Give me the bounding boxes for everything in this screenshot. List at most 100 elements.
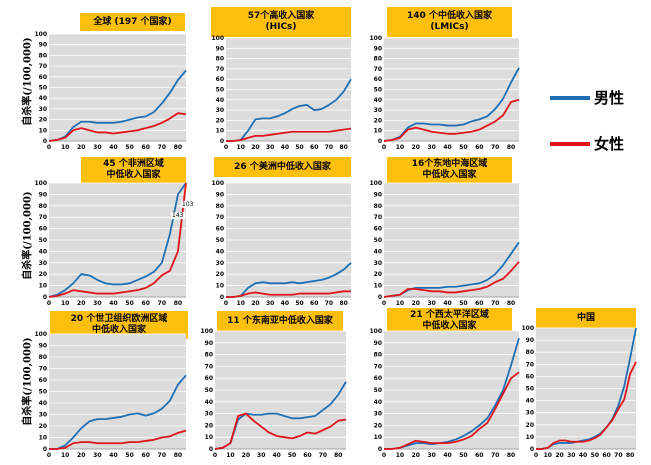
y-tick-label: 100 [369,328,382,335]
chart-title: 16个东地中海区域 中低收入国家 [387,157,512,183]
x-tick-label: 40 [281,144,289,151]
y-tick-label: 60 [526,373,534,380]
chart-title-line: 中低收入国家 [91,325,146,335]
series-line-male [49,374,187,450]
x-tick-label: 30 [427,300,435,307]
x-tick-label: 10 [237,300,245,307]
x-tick-label: 20 [412,452,420,459]
x-tick-label: 10 [396,144,404,151]
series-line-female [49,429,187,450]
y-tick-label: 90 [205,340,213,347]
x-tick-label: 50 [295,300,303,307]
x-tick-label: 50 [459,452,467,459]
y-axis-label-row1: 自杀率(/100,000) [22,37,34,126]
x-tick-label: 70 [491,300,499,307]
x-tick-label: 30 [93,452,101,459]
x-tick-label: 40 [443,300,451,307]
x-tick-label: 40 [109,452,117,459]
x-tick-label: 0 [47,144,51,151]
y-tick-label: 0 [43,446,47,453]
series-line-female [383,261,520,298]
series-line-male [48,182,187,298]
y-tick-label: 40 [526,398,534,405]
x-tick-label: 20 [555,452,563,459]
chart-title: 45 个非洲区域 中低收入国家 [81,157,186,183]
y-tick-label: 20 [374,117,382,124]
y-tick-label: 50 [374,87,382,94]
y-tick-label: 90 [374,340,382,347]
x-tick-label: 60 [310,300,318,307]
x-tick-label: 40 [443,144,451,151]
chart-title: 140 个中低收入国家 (LMICs) [387,7,512,37]
y-tick-label: 40 [39,248,47,255]
y-tick-label: 20 [374,422,382,429]
y-tick-label: 10 [205,434,213,441]
x-tick-label: 50 [591,452,599,459]
x-tick-label: 10 [226,452,234,459]
series-line-female [48,112,187,142]
y-tick-label: 100 [369,35,382,42]
y-tick-label: 20 [39,117,47,124]
y-tick-label: 0 [220,138,224,145]
y-tick-label: 0 [220,294,224,301]
y-tick-label: 50 [39,389,47,396]
x-tick-label: 80 [507,452,515,459]
y-tick-label: 80 [39,354,47,361]
x-tick-label: 0 [213,452,217,459]
y-tick-label: 60 [39,74,47,81]
y-tick-label: 100 [34,180,47,187]
y-tick-label: 0 [43,294,47,301]
y-tick-label: 40 [216,97,224,104]
y-tick-label: 80 [216,56,224,63]
y-tick-label: 40 [39,95,47,102]
y-tick-label: 80 [39,52,47,59]
x-tick-label: 80 [339,300,347,307]
y-tick-label: 50 [39,237,47,244]
x-tick-label: 10 [544,452,552,459]
y-tick-label: 100 [211,35,224,42]
y-tick-label: 20 [39,423,47,430]
chart-title-line: 20 个世卫组织欧洲区域 [70,314,168,324]
y-tick-label: 10 [39,127,47,134]
x-tick-label: 50 [125,300,133,307]
y-tick-label: 90 [216,45,224,52]
chart-title-line: 16个东地中海区域 [411,159,488,169]
y-tick-label: 0 [378,294,382,301]
chart-title-line: 中低收入国家 [422,321,477,331]
y-tick-label: 60 [216,226,224,233]
y-tick-label: 20 [39,271,47,278]
y-tick-label: 50 [216,237,224,244]
y-tick-label: 10 [216,283,224,290]
series-line-female [48,182,187,298]
x-tick-label: 10 [396,300,404,307]
x-tick-label: 20 [242,452,250,459]
y-tick-label: 30 [39,106,47,113]
chart-title: 中国 [536,308,636,328]
data-label-bg [171,212,185,220]
x-tick-label: 0 [534,452,538,459]
y-tick-label: 0 [378,138,382,145]
x-tick-label: 80 [626,452,634,459]
x-tick-label: 0 [47,452,51,459]
x-tick-label: 60 [142,300,150,307]
x-tick-label: 30 [257,452,265,459]
legend-female-label: 女性 [594,135,625,153]
y-tick-label: 90 [374,191,382,198]
legend-female-line [550,142,590,146]
y-tick-label: 70 [374,66,382,73]
chart-title-line: 21 个西太平洋区域 [410,310,489,320]
y-tick-label: 70 [39,214,47,221]
y-tick-label: 60 [374,76,382,83]
y-tick-label: 40 [374,97,382,104]
y-tick-label: 60 [374,375,382,382]
y-tick-label: 70 [374,214,382,221]
chart-title: 26 个美洲中低收入国家 [214,157,351,177]
y-tick-label: 20 [216,117,224,124]
y-tick-label: 20 [374,271,382,278]
y-tick-label: 30 [374,260,382,267]
y-tick-label: 50 [205,387,213,394]
